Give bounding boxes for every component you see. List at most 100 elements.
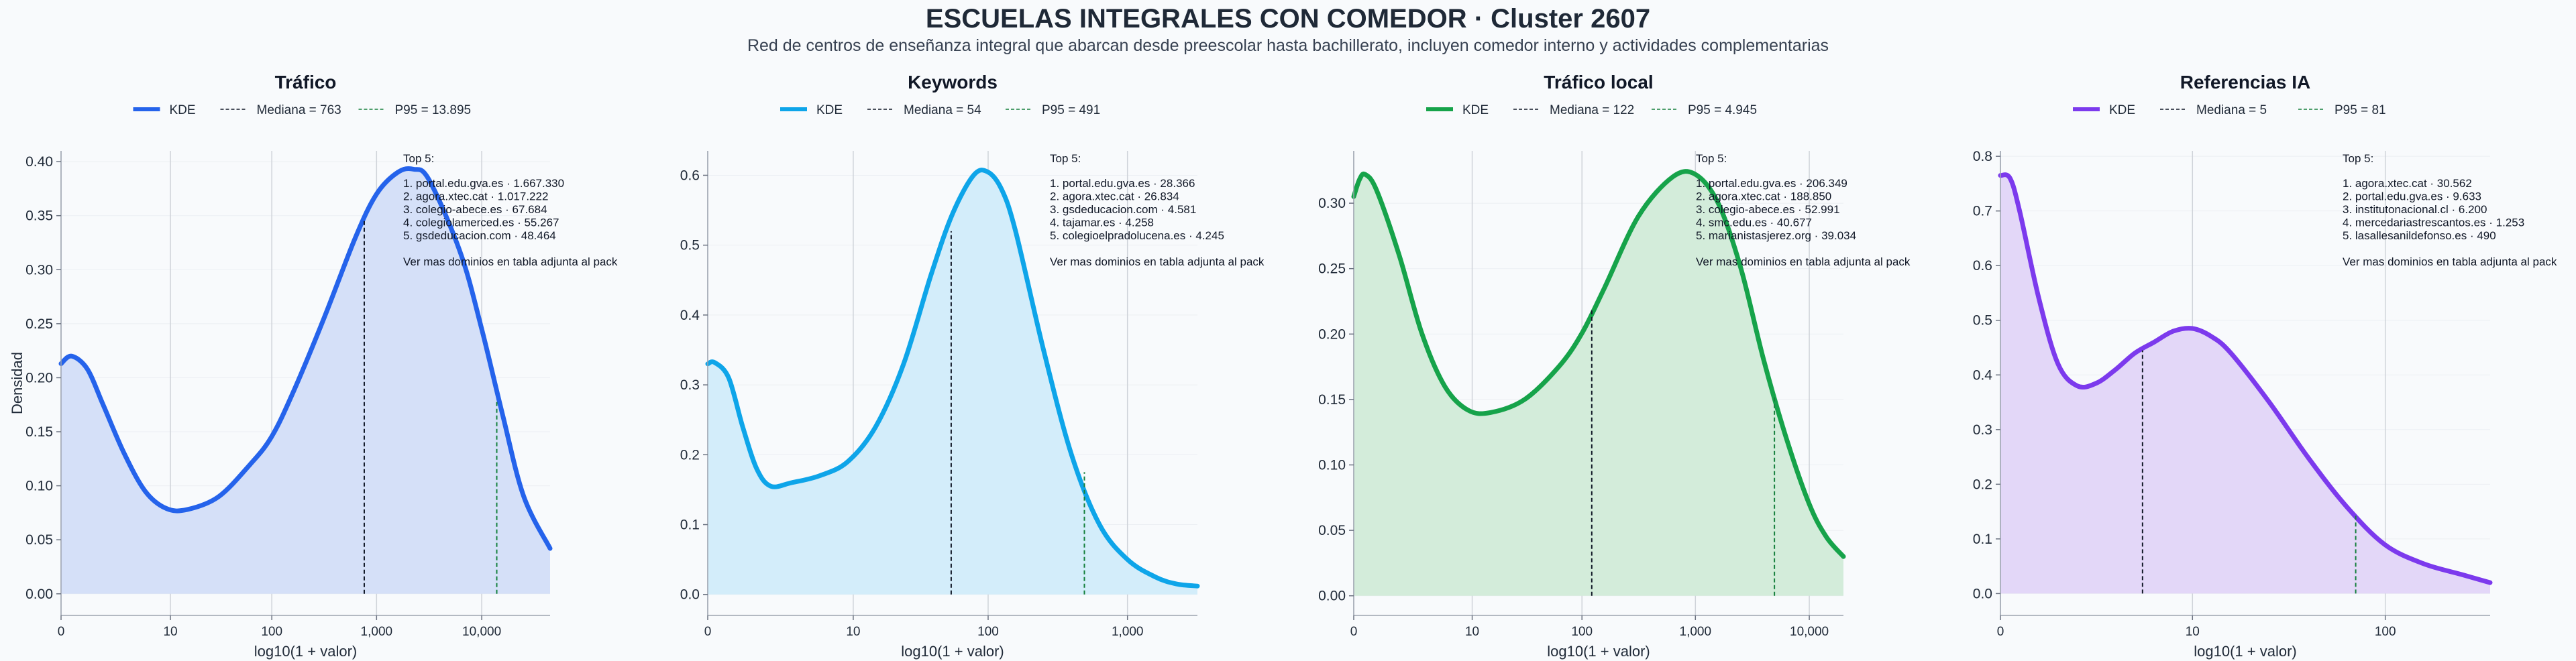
x-tick-label: 100 <box>977 625 999 639</box>
y-tick-label: 0.15 <box>1318 392 1346 408</box>
top5-item: 1. portal.edu.gva.es · 1.667.330 <box>403 177 564 190</box>
kde-area <box>61 168 550 594</box>
y-tick-label: 0.30 <box>25 262 53 278</box>
kde-area <box>2000 174 2490 594</box>
x-axis-label: log10(1 + valor) <box>254 643 357 660</box>
top5-footer: Ver mas dominios en tabla adjunta al pac… <box>403 255 618 268</box>
legend-label-median: Mediana = 54 <box>904 103 981 117</box>
top5-item: 1. agora.xtec.cat · 30.562 <box>2343 177 2472 190</box>
top5-item: 5. marianistasjerez.org · 39.034 <box>1696 229 1856 242</box>
x-tick-label: 10 <box>846 625 860 639</box>
top5-item: 4. smc.edu.es · 40.677 <box>1696 217 1812 229</box>
top5-item: 1. portal.edu.gva.es · 28.366 <box>1050 177 1195 190</box>
x-tick-label: 10,000 <box>1790 625 1829 639</box>
x-axis-label: log10(1 + valor) <box>1547 643 1650 660</box>
x-tick-label: 100 <box>1571 625 1593 639</box>
top5-item: 2. agora.xtec.cat · 26.834 <box>1050 190 1179 203</box>
top5-heading: Top 5: <box>2343 152 2373 165</box>
y-tick-label: 0.4 <box>680 308 700 323</box>
x-tick-label: 1,000 <box>1680 625 1712 639</box>
x-tick-label: 1,000 <box>1112 625 1144 639</box>
legend-label-p95: P95 = 491 <box>1042 103 1100 117</box>
y-tick-label: 0.0 <box>680 587 700 603</box>
y-tick-label: 0.4 <box>1973 367 1993 383</box>
x-tick-label: 10 <box>1465 625 1479 639</box>
page-title: ESCUELAS INTEGRALES CON COMEDOR · Cluste… <box>925 4 1651 34</box>
kde-line <box>705 168 1200 589</box>
top5-item: 2. portal.edu.gva.es · 9.633 <box>2343 190 2481 203</box>
x-tick-label: 1,000 <box>361 625 393 639</box>
kde-area <box>1354 171 1843 596</box>
y-tick-label: 0.6 <box>1973 258 1992 274</box>
top5-item: 3. colegio-abece.es · 67.684 <box>403 203 547 216</box>
kde-line <box>58 166 553 551</box>
legend: KDE Mediana = 54 P95 = 491 <box>780 103 1100 117</box>
y-tick-label: 0.2 <box>1973 477 1992 492</box>
legend-label-kde: KDE <box>2109 103 2135 117</box>
x-tick-label: 0 <box>704 625 712 639</box>
top5-item: 2. agora.xtec.cat · 1.017.222 <box>403 190 548 203</box>
top5-item: 3. institutonacional.cl · 6.200 <box>2343 203 2487 216</box>
legend: KDE Mediana = 5 P95 = 81 <box>2073 103 2386 117</box>
y-tick-label: 0.1 <box>680 518 700 533</box>
top5-footer: Ver mas dominios en tabla adjunta al pac… <box>1050 255 1265 268</box>
legend-label-median: Mediana = 122 <box>1550 103 1634 117</box>
legend-label-p95: P95 = 13.895 <box>395 103 472 117</box>
legend-label-p95: P95 = 4.945 <box>1688 103 1757 117</box>
y-tick-label: 0.00 <box>1318 589 1346 604</box>
y-tick-label: 0.7 <box>1973 204 1992 219</box>
y-tick-label: 0.8 <box>1973 149 1992 164</box>
y-tick-label: 0.0 <box>1973 586 1992 601</box>
top5-heading: Top 5: <box>1050 152 1081 165</box>
y-tick-label: 0.5 <box>1973 313 1992 328</box>
legend-label-median: Mediana = 5 <box>2196 103 2267 117</box>
y-axis-label: Densidad <box>9 352 25 414</box>
x-tick-label: 10 <box>2186 625 2200 639</box>
chart-panel-3: Tráfico local KDE Mediana = 122 P95 = 4.945… <box>1318 72 1911 660</box>
panel-title: Tráfico local <box>1544 72 1653 93</box>
top5-item: 5. colegioelpradolucena.es · 4.245 <box>1050 229 1224 242</box>
legend: KDE Mediana = 122 P95 = 4.945 <box>1426 103 1757 117</box>
chart-panel-2: Keywords KDE Mediana = 54 P95 = 491 0.0 0.1 0.… <box>680 72 1265 660</box>
y-tick-label: 0.3 <box>680 377 700 393</box>
x-tick-label: 10 <box>163 625 177 639</box>
y-tick-label: 0.05 <box>1318 523 1346 538</box>
x-tick-label: 100 <box>261 625 282 639</box>
top5-item: 1. portal.edu.gva.es · 206.349 <box>1696 177 1847 190</box>
y-tick-label: 0.00 <box>25 587 53 602</box>
y-tick-label: 0.05 <box>25 532 53 548</box>
top5-item: 2. agora.xtec.cat · 188.850 <box>1696 190 1831 203</box>
top5-item: 4. mercedariastrescantos.es · 1.253 <box>2343 217 2524 229</box>
top5-heading: Top 5: <box>1696 152 1727 165</box>
y-tick-label: 0.6 <box>680 168 700 183</box>
y-tick-label: 0.2 <box>680 447 700 463</box>
y-tick-label: 0.1 <box>1973 532 1992 547</box>
y-tick-label: 0.10 <box>1318 458 1346 473</box>
kde-line <box>1351 169 1846 559</box>
y-tick-label: 0.25 <box>1318 261 1346 277</box>
legend-label-median: Mediana = 763 <box>257 103 341 117</box>
top5-footer: Ver mas dominios en tabla adjunta al pac… <box>1696 255 1911 268</box>
x-tick-label: 10,000 <box>462 625 501 639</box>
panel-title: Keywords <box>908 72 998 93</box>
chart-panel-4: Referencias IA KDE Mediana = 5 P95 = 81 0.0 0… <box>1973 72 2557 660</box>
x-tick-label: 0 <box>1350 625 1358 639</box>
top5-item: 5. lasallesanildefonso.es · 490 <box>2343 229 2496 242</box>
y-tick-label: 0.30 <box>1318 196 1346 211</box>
kde-area <box>708 170 1197 595</box>
top5-item: 5. gsdeducacion.com · 48.464 <box>403 229 556 242</box>
y-tick-label: 0.20 <box>25 370 53 385</box>
kde-line <box>1998 172 2493 585</box>
y-tick-label: 0.25 <box>25 316 53 332</box>
x-tick-label: 0 <box>1997 625 2004 639</box>
top5-item: 3. gsdeducacion.com · 4.581 <box>1050 203 1196 216</box>
top5-item: 4. tajamar.es · 4.258 <box>1050 217 1154 229</box>
y-tick-label: 0.20 <box>1318 326 1346 342</box>
chart-panel-1: Tráfico KDE Mediana = 763 P95 = 13.895 0.00 0… <box>9 72 618 660</box>
y-tick-label: 0.3 <box>1973 422 1992 438</box>
panel-title: Referencias IA <box>2180 72 2311 93</box>
legend-label-p95: P95 = 81 <box>2334 103 2386 117</box>
